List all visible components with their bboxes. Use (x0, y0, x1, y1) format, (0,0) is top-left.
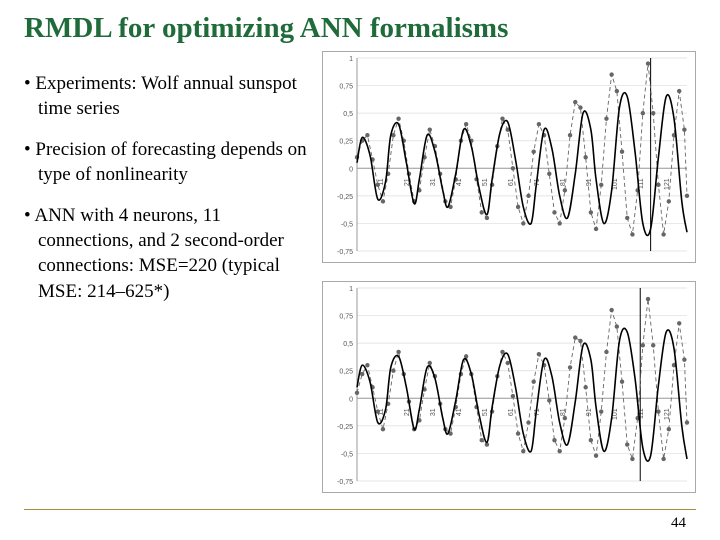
svg-text:1: 1 (349, 286, 353, 293)
svg-text:1: 1 (349, 56, 353, 63)
svg-text:41: 41 (456, 408, 463, 416)
svg-text:61: 61 (508, 408, 515, 416)
bullet-item: • Precision of forecasting depends on ty… (24, 137, 314, 187)
chart-top: -0,75-0,5-0,2500,250,50,7511121314151617… (322, 51, 696, 263)
svg-text:91: 91 (586, 178, 593, 186)
chart-bottom: -0,75-0,5-0,2500,250,50,7511121314151617… (322, 281, 696, 493)
svg-text:0,5: 0,5 (343, 111, 353, 118)
svg-text:31: 31 (430, 408, 437, 416)
svg-text:0,25: 0,25 (339, 369, 353, 376)
bullet-text: Precision of forecasting depends on type… (35, 139, 306, 185)
page-title: RMDL for optimizing ANN formalisms (24, 12, 696, 45)
svg-text:31: 31 (430, 178, 437, 186)
content-row: • Experiments: Wolf annual sunspot time … (24, 51, 696, 493)
svg-text:51: 51 (482, 178, 489, 186)
svg-text:61: 61 (508, 178, 515, 186)
svg-text:0,5: 0,5 (343, 341, 353, 348)
svg-text:0: 0 (349, 396, 353, 403)
svg-text:0: 0 (349, 166, 353, 173)
footer-rule (24, 509, 696, 510)
svg-text:0,75: 0,75 (339, 84, 353, 91)
svg-text:-0,75: -0,75 (337, 249, 353, 256)
svg-text:51: 51 (482, 408, 489, 416)
bullet-text: ANN with 4 neurons, 11 connections, and … (34, 205, 284, 301)
charts-column: -0,75-0,5-0,2500,250,50,7511121314151617… (322, 51, 696, 493)
svg-text:-0,5: -0,5 (341, 221, 353, 228)
page-number: 44 (671, 515, 686, 532)
svg-text:0,25: 0,25 (339, 139, 353, 146)
bullet-text: Experiments: Wolf annual sunspot time se… (35, 73, 296, 119)
svg-text:-0,25: -0,25 (337, 424, 353, 431)
bullet-list: • Experiments: Wolf annual sunspot time … (24, 51, 314, 493)
svg-text:91: 91 (586, 408, 593, 416)
svg-text:-0,75: -0,75 (337, 479, 353, 486)
svg-text:-0,5: -0,5 (341, 451, 353, 458)
svg-text:0,75: 0,75 (339, 314, 353, 321)
bullet-item: • ANN with 4 neurons, 11 connections, an… (24, 203, 314, 303)
bullet-item: • Experiments: Wolf annual sunspot time … (24, 71, 314, 121)
svg-text:-0,25: -0,25 (337, 194, 353, 201)
